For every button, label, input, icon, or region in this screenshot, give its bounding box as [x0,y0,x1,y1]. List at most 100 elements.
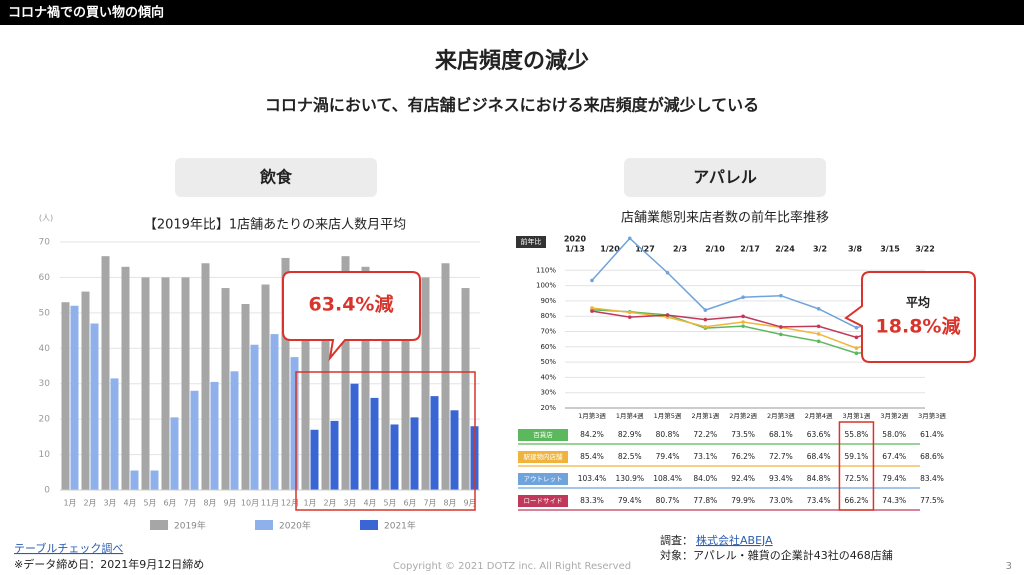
bar [270,334,279,490]
bar [61,302,70,490]
value-label: 61.4% [920,430,944,439]
date-label: 3/8 [848,245,862,254]
value-label: 79.4% [656,452,680,461]
bar [410,417,419,490]
point [741,320,745,324]
y-tick-label: 0 [44,486,50,496]
point [590,309,594,313]
bar [161,277,170,490]
value-label: 83.3% [580,496,604,505]
x-tick-label: 3月 [343,499,356,508]
source-link[interactable]: テーブルチェック調べ [14,541,123,555]
value-label: 80.7% [656,496,680,505]
row-label [518,473,568,485]
date-label: 2/3 [673,245,687,254]
value-label: 66.2% [845,496,869,505]
value-label: 82.5% [618,452,642,461]
source-note: ※データ締め日：2021年9月12日締め [14,557,204,571]
bar [281,257,290,490]
bar [101,256,110,490]
x-tick-label: 3月 [103,499,116,508]
date-label: 3/15 [880,245,900,254]
row-label [518,495,568,507]
y-tick-label: 90% [540,297,556,305]
bar [310,429,319,490]
subtitle: コロナ渦において、有店舗ビジネスにおける来店頻度が減少している [265,96,759,115]
source-link[interactable]: 株式会社ABEJA [696,533,773,547]
value-label: 55.8% [845,430,869,439]
bar [421,277,430,490]
point [741,324,745,328]
x-tick-label: 6月 [163,499,176,508]
x-tick-label: 2月 [83,499,96,508]
value-label: 68.4% [807,452,831,461]
legend-swatch [255,520,273,530]
legend-swatch [150,520,168,530]
date-label: 1/20 [600,245,620,254]
y-tick-label: 40 [39,344,51,354]
x-tick-label: 2月第3週 [767,411,795,420]
value-label: 85.4% [580,452,604,461]
value-label: 74.3% [882,496,906,505]
x-tick-label: 1月第3週 [578,411,606,420]
callout-text: 18.8%減 [876,315,961,338]
point [816,324,821,329]
bar [301,302,310,490]
value-label: 77.8% [693,496,717,505]
value-label: 73.5% [731,430,755,439]
x-tick-label: 11月 [261,499,279,508]
legend-label: 2021年 [384,520,416,532]
title: 来店頻度の減少 [434,48,589,74]
point [816,307,821,311]
value-label: 68.6% [920,452,944,461]
x-tick-label: 9月 [223,499,236,508]
point [854,335,859,340]
bar [70,305,79,490]
value-label: 58.0% [882,430,906,439]
value-label: 63.6% [807,430,831,439]
value-label: 130.9% [615,474,644,483]
value-label: 59.1% [845,452,869,461]
point [665,313,670,317]
value-label: 108.4% [653,474,682,483]
x-tick-label: 1月 [63,499,76,508]
x-tick-label: 2月第4週 [805,411,833,420]
bar [210,381,219,490]
callout-text: 63.4%減 [309,293,394,316]
header-title: コロナ禍での買い物の傾向 [8,5,164,21]
y-tick-label: 80% [540,312,556,320]
bar [330,420,339,490]
page-number: 3 [1006,561,1012,572]
point [627,315,632,319]
bar [170,417,179,490]
y-axis-label: 前年比 [521,237,542,246]
point [703,308,708,312]
date-year: 2020 [564,235,587,244]
bar [90,323,99,490]
value-label: 93.4% [769,474,793,483]
point [627,236,632,241]
bar [430,396,439,490]
bar [341,256,350,490]
date-label: 3/2 [813,245,827,254]
row-name: ロードサイド [524,497,563,505]
x-tick-label: 8月 [443,499,456,508]
highlight-box [295,371,476,511]
value-label: 83.4% [920,474,944,483]
y-tick-label: 30 [39,379,51,389]
bar [290,357,299,490]
value-label: 84.2% [580,430,604,439]
bar [230,371,239,490]
legend-label: 2019年 [174,520,206,532]
callout-label: 平均 [906,295,930,310]
row-name: 百貨店 [533,430,553,439]
x-tick-label: 10月 [241,499,259,508]
x-tick-label: 3月第1週 [843,411,871,420]
bar [321,291,330,490]
bar [461,288,470,490]
point [627,310,632,315]
y-tick-label: 30% [540,389,556,397]
point [816,332,821,336]
value-label: 76.2% [731,452,755,461]
bar [441,263,450,490]
